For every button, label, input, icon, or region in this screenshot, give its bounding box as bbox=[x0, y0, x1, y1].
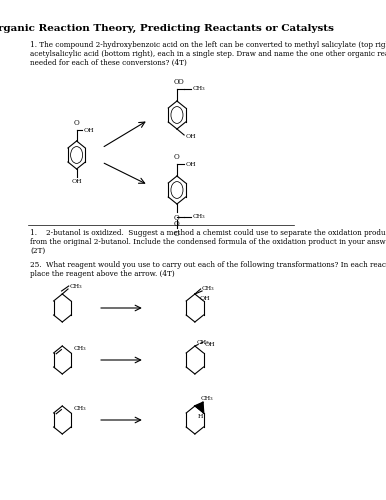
Text: (2T): (2T) bbox=[30, 247, 45, 255]
Text: CH₃: CH₃ bbox=[69, 284, 82, 290]
Text: O: O bbox=[174, 78, 180, 86]
Text: acetylsalicylic acid (bottom right), each in a single step. Draw and name the on: acetylsalicylic acid (bottom right), eac… bbox=[30, 50, 386, 58]
Text: place the reagent above the arrow. (4T): place the reagent above the arrow. (4T) bbox=[30, 270, 175, 278]
Text: 1.    2-butanol is oxidized.  Suggest a method a chemist could use to separate t: 1. 2-butanol is oxidized. Suggest a meth… bbox=[30, 229, 386, 237]
Text: OH: OH bbox=[186, 162, 196, 166]
Text: CH₃: CH₃ bbox=[201, 396, 213, 400]
Text: OH: OH bbox=[71, 179, 82, 184]
Text: O: O bbox=[174, 230, 180, 238]
Text: OH: OH bbox=[200, 296, 210, 300]
Text: 1. The compound 2-hydroxybenzoic acid on the left can be converted to methyl sal: 1. The compound 2-hydroxybenzoic acid on… bbox=[30, 41, 386, 49]
Text: needed for each of these conversions? (4T): needed for each of these conversions? (4… bbox=[30, 59, 187, 67]
Text: OH: OH bbox=[205, 342, 215, 346]
Text: CH₃: CH₃ bbox=[202, 286, 215, 292]
Text: O: O bbox=[174, 214, 180, 222]
Text: O: O bbox=[74, 119, 80, 127]
Text: OH: OH bbox=[186, 134, 196, 138]
Text: O: O bbox=[174, 153, 180, 161]
Text: O: O bbox=[178, 78, 183, 86]
Text: CH₃: CH₃ bbox=[197, 340, 210, 344]
Text: Organic Reaction Theory, Predicting Reactants or Catalysts: Organic Reaction Theory, Predicting Reac… bbox=[0, 24, 334, 32]
Text: CH₃: CH₃ bbox=[193, 86, 205, 92]
Text: CH₃: CH₃ bbox=[74, 346, 86, 350]
Text: from the original 2-butanol. Include the condensed formula of the oxidation prod: from the original 2-butanol. Include the… bbox=[30, 238, 386, 246]
Text: 25.  What reagent would you use to carry out each of the following transformatio: 25. What reagent would you use to carry … bbox=[30, 261, 386, 269]
Text: OH: OH bbox=[84, 128, 94, 132]
Text: H: H bbox=[198, 414, 203, 418]
Text: CH₃: CH₃ bbox=[193, 214, 205, 220]
Polygon shape bbox=[195, 402, 203, 413]
Text: CH₃: CH₃ bbox=[74, 406, 86, 410]
Text: O: O bbox=[174, 220, 180, 228]
